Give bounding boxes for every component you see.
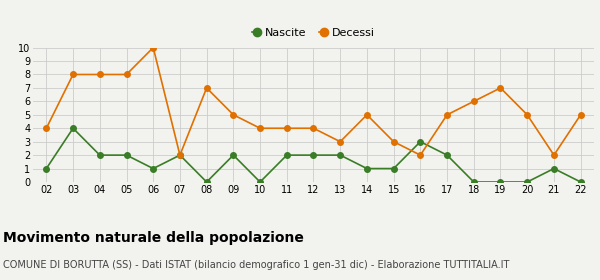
Text: Movimento naturale della popolazione: Movimento naturale della popolazione (3, 231, 304, 245)
Text: COMUNE DI BORUTTA (SS) - Dati ISTAT (bilancio demografico 1 gen-31 dic) - Elabor: COMUNE DI BORUTTA (SS) - Dati ISTAT (bil… (3, 260, 509, 270)
Legend: Nascite, Decessi: Nascite, Decessi (248, 24, 379, 43)
